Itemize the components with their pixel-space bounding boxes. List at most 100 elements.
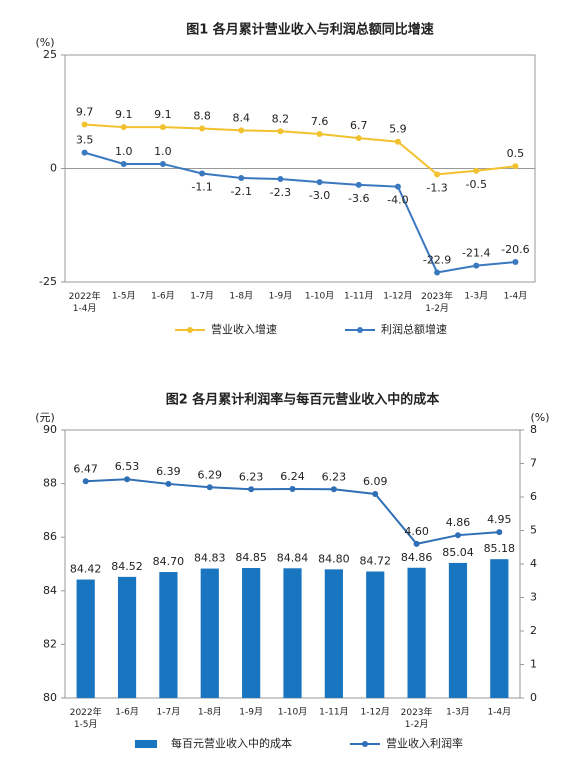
data-label: 3.5 xyxy=(76,134,94,147)
marker xyxy=(512,259,519,266)
bar xyxy=(200,568,219,698)
x-tick-label: 2023年 1-2月 xyxy=(421,290,453,314)
y2-tick-label: 8 xyxy=(530,423,537,436)
marker xyxy=(316,130,323,137)
data-label: 9.1 xyxy=(115,108,133,121)
data-label: 84.85 xyxy=(235,551,267,564)
marker xyxy=(199,170,206,177)
marker xyxy=(159,124,166,131)
x-tick-label: 1-3月 xyxy=(464,291,488,302)
y2-tick-label: 7 xyxy=(530,457,537,470)
chart-title: 图2 各月累计利润率与每百元营业收入中的成本 xyxy=(166,392,440,408)
data-label: 84.70 xyxy=(153,555,185,568)
x-tick-label: 1-8月 xyxy=(198,707,222,718)
bar xyxy=(159,572,178,698)
data-label: 84.72 xyxy=(359,555,391,568)
label-line: 2022年 xyxy=(70,706,102,718)
bar xyxy=(117,576,137,698)
data-label: 5.9 xyxy=(389,123,407,136)
data-label: -1.3 xyxy=(426,181,447,194)
data-label: 6.09 xyxy=(363,475,388,488)
marker xyxy=(81,121,88,128)
data-label: 84.80 xyxy=(318,552,350,565)
x-tick-label: 1-10月 xyxy=(278,707,307,718)
y-tick-label: 86 xyxy=(43,530,57,543)
legend-label: 营业收入增速 xyxy=(211,322,277,336)
bar xyxy=(283,568,302,698)
x-tick-label: 1-8月 xyxy=(229,291,253,302)
x-tick-label: 1-4月 xyxy=(487,707,511,718)
data-label: 6.23 xyxy=(239,470,264,483)
y2-tick-label: 4 xyxy=(530,557,537,570)
data-label: 0.5 xyxy=(507,147,525,160)
data-label: -3.6 xyxy=(348,192,369,205)
marker xyxy=(316,179,323,186)
data-label: 8.2 xyxy=(272,112,290,125)
legend-label: 利润总额增速 xyxy=(381,322,447,336)
label-line: 2023年 xyxy=(421,290,453,302)
y-tick-label: -25 xyxy=(39,275,57,288)
label-line: 2023年 xyxy=(401,706,433,718)
x-tick-label: 1-11月 xyxy=(319,707,348,718)
data-label: 6.39 xyxy=(156,465,181,478)
marker xyxy=(512,163,519,170)
marker xyxy=(413,540,420,547)
marker xyxy=(159,160,166,167)
bar xyxy=(242,568,261,698)
marker xyxy=(496,529,503,536)
y-tick-label: 0 xyxy=(50,162,57,175)
y2-tick-label: 2 xyxy=(530,624,537,637)
marker xyxy=(120,124,127,131)
x-tick-label: 1-10月 xyxy=(305,291,334,302)
x-tick-label: 1-12月 xyxy=(361,707,390,718)
legend-label: 每百元营业收入中的成本 xyxy=(171,736,292,750)
data-label: 4.95 xyxy=(487,513,512,526)
y2-tick-label: 5 xyxy=(530,524,537,537)
marker xyxy=(372,490,379,497)
marker xyxy=(81,149,88,156)
legend-marker xyxy=(357,327,363,333)
data-label: 7.6 xyxy=(311,115,329,128)
x-tick-label: 2023年 1-2月 xyxy=(401,706,433,730)
marker xyxy=(82,478,89,485)
data-label: -2.3 xyxy=(270,186,291,199)
marker xyxy=(277,128,284,135)
marker xyxy=(199,125,206,132)
x-tick-label: 1-9月 xyxy=(239,707,263,718)
y2-tick-label: 3 xyxy=(530,591,537,604)
marker xyxy=(394,183,401,190)
x-tick-label: 1-11月 xyxy=(344,291,373,302)
data-label: 6.24 xyxy=(280,470,305,483)
label-line: 2022年 xyxy=(69,290,101,302)
y2-axis-label: (%) xyxy=(530,411,549,424)
x-tick-label: 1-12月 xyxy=(383,291,412,302)
marker xyxy=(238,175,245,182)
data-label: -22.9 xyxy=(423,253,451,266)
data-label: 9.7 xyxy=(76,105,94,118)
data-label: 85.18 xyxy=(484,542,516,555)
marker xyxy=(434,269,441,276)
legend-swatch xyxy=(135,740,157,748)
x-tick-label: 1-3月 xyxy=(446,707,470,718)
data-label: 6.29 xyxy=(198,468,223,481)
bar xyxy=(448,562,468,698)
x-tick-label: 1-9月 xyxy=(269,291,293,302)
data-label: 8.4 xyxy=(233,111,251,124)
y2-tick-label: 0 xyxy=(530,691,537,704)
line xyxy=(84,151,516,274)
data-label: 84.84 xyxy=(277,551,309,564)
x-tick-label: 1-5月 xyxy=(112,291,136,302)
marker xyxy=(473,262,480,269)
marker xyxy=(289,485,296,492)
marker xyxy=(473,167,480,174)
data-label: -20.6 xyxy=(501,243,529,256)
x-tick-label: 1-6月 xyxy=(115,707,139,718)
marker xyxy=(238,127,245,134)
data-label: -3.0 xyxy=(309,189,330,202)
data-label: 4.60 xyxy=(404,525,429,538)
y-tick-label: 82 xyxy=(43,637,57,650)
marker xyxy=(330,486,337,493)
data-label: -2.1 xyxy=(231,185,252,198)
data-label: 6.47 xyxy=(73,462,98,475)
